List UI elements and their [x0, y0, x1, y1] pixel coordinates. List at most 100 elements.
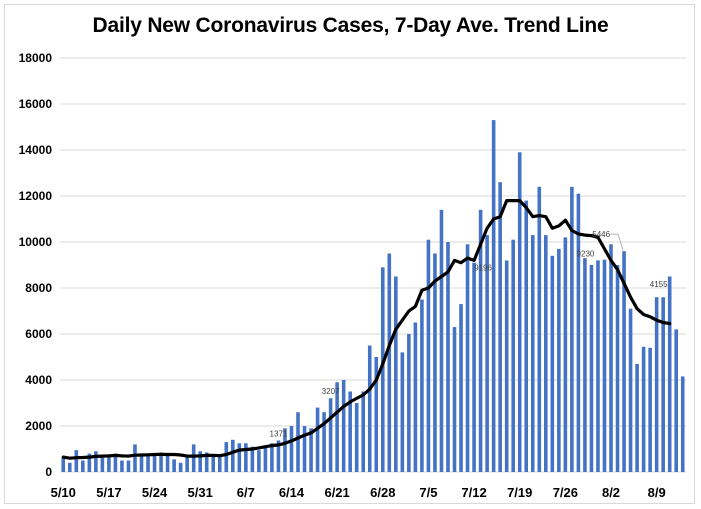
x-tick-label: 7/5	[419, 485, 437, 500]
y-tick-label: 16000	[19, 97, 53, 111]
x-tick-label: 5/17	[96, 485, 121, 500]
bar	[589, 265, 594, 472]
bar	[583, 258, 587, 472]
data-label: 3207	[322, 387, 340, 396]
x-tick-label: 7/19	[507, 485, 532, 500]
bar	[680, 376, 685, 472]
bar	[472, 262, 476, 472]
bar	[341, 380, 346, 472]
bar	[211, 455, 216, 472]
bar	[237, 443, 242, 472]
x-tick-label: 6/7	[237, 485, 255, 500]
x-tick-label: 7/12	[461, 485, 486, 500]
data-labels: 1371 3207 9196 9230 5446 4155	[270, 230, 669, 438]
y-tick-label: 12000	[19, 189, 53, 203]
bar	[498, 182, 502, 472]
bar	[544, 235, 548, 472]
gridlines	[60, 57, 686, 473]
bar	[81, 460, 85, 472]
y-tick-label: 4000	[25, 373, 52, 387]
bar	[400, 352, 405, 472]
bar	[433, 253, 437, 472]
y-axis-ticks: 0 2000 4000 6000 8000 10000 12000 14000 16000 180…	[19, 51, 53, 479]
bar	[674, 329, 679, 472]
data-label: 9196	[474, 263, 492, 272]
x-tick-label: 8/9	[648, 485, 666, 500]
bar	[276, 440, 281, 472]
bar	[289, 426, 294, 472]
bar	[374, 357, 379, 472]
bar	[478, 209, 483, 473]
bar	[491, 120, 496, 472]
bar	[257, 450, 261, 472]
bar	[465, 244, 470, 472]
bar	[426, 239, 431, 472]
bar	[387, 253, 392, 472]
bar	[133, 444, 137, 472]
bar	[511, 239, 515, 472]
bar	[563, 237, 568, 472]
data-label: 9230	[577, 250, 595, 259]
bar	[139, 453, 144, 472]
bar	[615, 265, 620, 472]
bar	[335, 382, 339, 472]
y-tick-label: 0	[45, 465, 52, 479]
bar	[217, 457, 222, 472]
bar	[439, 209, 444, 473]
bar	[420, 299, 424, 472]
x-tick-label: 7/26	[553, 485, 578, 500]
bar	[348, 391, 352, 472]
bar	[302, 426, 307, 472]
bar	[452, 327, 457, 472]
bar	[185, 455, 189, 472]
bar	[178, 462, 183, 472]
bar	[622, 251, 626, 472]
bar	[504, 260, 509, 472]
bar	[654, 297, 659, 472]
x-tick-label: 5/10	[51, 485, 76, 500]
data-label: 1371	[270, 429, 288, 438]
bar	[485, 235, 489, 472]
leader-line	[611, 233, 624, 251]
bar	[361, 391, 366, 472]
bar	[328, 398, 333, 472]
y-tick-label: 8000	[25, 281, 52, 295]
y-tick-label: 14000	[19, 143, 53, 157]
bar	[459, 304, 463, 472]
bar	[198, 451, 202, 472]
bar	[661, 297, 665, 472]
x-tick-label: 8/2	[602, 485, 620, 500]
bar	[446, 242, 450, 472]
bar	[609, 244, 613, 472]
bar	[367, 345, 372, 472]
bar	[524, 200, 529, 472]
bar	[648, 347, 652, 472]
bar	[100, 455, 105, 472]
bar-series	[61, 120, 685, 473]
bar	[94, 451, 98, 472]
bar	[537, 186, 542, 473]
y-tick-label: 18000	[19, 51, 53, 65]
bar	[628, 308, 633, 472]
data-label: 4155	[650, 280, 668, 289]
bar	[557, 248, 561, 472]
bar	[296, 412, 300, 472]
bar	[172, 459, 176, 472]
bar	[530, 235, 535, 472]
bar	[165, 453, 170, 472]
bar	[87, 453, 92, 472]
bar	[126, 460, 131, 472]
bar	[322, 412, 326, 472]
bar	[191, 444, 196, 472]
bar	[517, 152, 522, 473]
bar	[635, 363, 639, 472]
x-tick-label: 5/31	[188, 485, 213, 500]
trend-line	[61, 199, 672, 460]
bar	[113, 453, 118, 472]
x-axis-ticks: 5/10 5/17 5/24 5/31 6/7 6/14 6/21 6/28 7/5 7/12 7/…	[51, 485, 666, 500]
bar	[394, 276, 398, 472]
bar	[602, 259, 607, 472]
data-label: 5446	[592, 230, 610, 239]
bar	[204, 452, 209, 472]
bar	[159, 452, 163, 472]
